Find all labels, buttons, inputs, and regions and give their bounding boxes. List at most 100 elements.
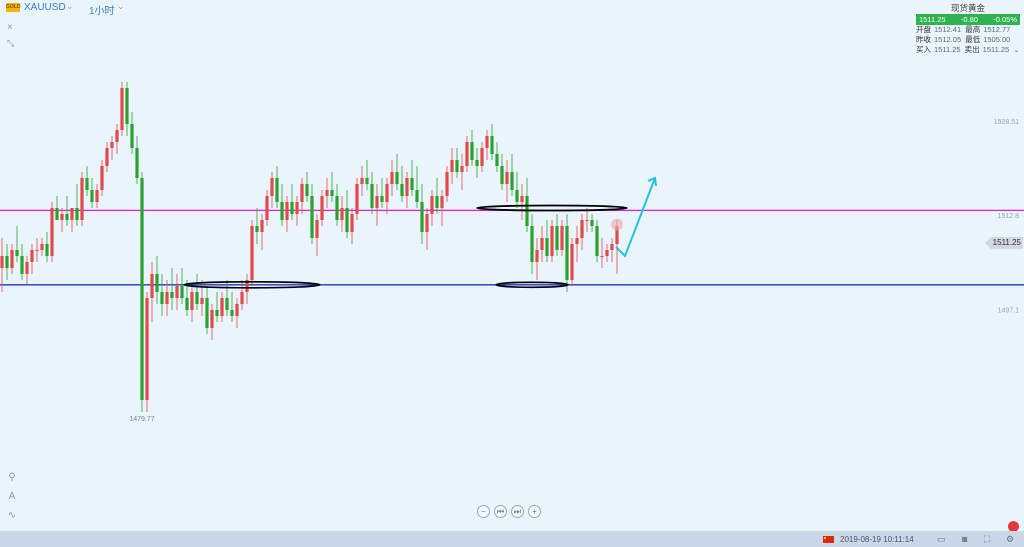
quote-row: 昨收 1512.05 最低 1505.00	[916, 35, 1020, 45]
text-tool-icon[interactable]: A	[8, 491, 16, 502]
candle	[60, 214, 64, 220]
candle	[125, 88, 129, 124]
candle	[40, 244, 44, 250]
quote-key: 最高	[965, 25, 981, 34]
candle	[605, 250, 609, 256]
candle	[420, 202, 424, 232]
quote-change-pct: -0.05%	[993, 15, 1017, 24]
candle	[225, 298, 229, 310]
reset-view-button[interactable]: ⏮	[494, 505, 507, 518]
candle	[145, 298, 149, 400]
candle	[455, 160, 459, 172]
candle	[340, 208, 344, 220]
notification-badge[interactable]	[1008, 521, 1019, 532]
arrow-head	[647, 176, 657, 187]
candle	[380, 196, 384, 202]
candle	[160, 292, 164, 304]
candle	[200, 298, 204, 304]
chevron-down-icon[interactable]: ⌄	[66, 1, 74, 11]
candle	[115, 130, 119, 142]
candle	[75, 208, 79, 220]
candle	[205, 298, 209, 328]
candle	[385, 184, 389, 202]
candle	[320, 196, 324, 220]
candle	[350, 214, 354, 232]
candle	[600, 256, 604, 257]
quote-value: 1511.25	[934, 45, 961, 54]
camera-icon[interactable]: ◙	[962, 534, 968, 544]
candle	[255, 226, 259, 232]
resistance-oval	[476, 204, 628, 212]
candle	[250, 226, 254, 280]
candle	[275, 178, 279, 202]
candle	[450, 160, 454, 172]
quote-key: 买入	[916, 45, 931, 54]
candle	[300, 184, 304, 202]
quote-panel: 现货黄金 1511.25 -0.80 -0.05% 开盘 1512.41 最高 15…	[916, 2, 1020, 55]
candle	[360, 178, 364, 184]
candle	[265, 196, 269, 220]
candle	[185, 298, 189, 310]
shrink-icon[interactable]: ⤡	[7, 38, 15, 48]
candle	[465, 142, 469, 166]
candle	[335, 196, 339, 220]
candle	[515, 190, 519, 202]
candle	[100, 166, 104, 190]
candle	[110, 142, 114, 148]
y-tick-label: 1512.8	[998, 213, 1020, 220]
candle	[20, 256, 24, 274]
datetime: 2019-08-19 10:11:14	[840, 535, 914, 544]
candle	[190, 292, 194, 310]
candle	[260, 220, 264, 232]
candle	[285, 202, 289, 220]
indicator-icon[interactable]: ⚲	[8, 472, 16, 483]
low-label: 1479.77	[129, 416, 154, 423]
candle	[280, 202, 284, 220]
close-icon[interactable]: ×	[7, 22, 13, 33]
candle	[0, 256, 4, 268]
candle	[500, 166, 504, 184]
top-bar: GOLD XAUUSD ⌄ 1小时 ⌄	[0, 0, 1024, 17]
candle	[545, 238, 549, 256]
chevron-down-icon[interactable]: ⌄	[1013, 45, 1020, 54]
candle	[550, 226, 554, 256]
candle	[405, 178, 409, 196]
candle	[410, 178, 414, 190]
status-bar	[0, 531, 1024, 547]
zoom-out-button[interactable]: −	[477, 505, 490, 518]
symbol-selector[interactable]: XAUUSD	[24, 2, 66, 13]
chevron-down-icon[interactable]: ⌄	[117, 1, 125, 11]
candle	[15, 250, 19, 256]
candle	[460, 166, 464, 172]
candle	[435, 196, 439, 208]
candle	[45, 244, 49, 256]
current-price-pulse	[611, 218, 623, 231]
candle	[310, 196, 314, 238]
china-flag-icon	[823, 536, 834, 543]
quote-key: 开盘	[916, 25, 931, 34]
candle	[180, 286, 184, 298]
candle	[365, 178, 369, 184]
candle	[135, 148, 139, 178]
gear-icon[interactable]: ⚙	[1006, 534, 1015, 544]
timeframe-selector[interactable]: 1小时	[89, 6, 115, 17]
candle	[475, 160, 479, 166]
wave-tool-icon[interactable]: ∿	[7, 510, 17, 521]
candle	[105, 148, 109, 166]
zoom-in-button[interactable]: +	[528, 505, 541, 518]
candle	[210, 310, 214, 328]
candle	[230, 310, 234, 316]
fullscreen-icon[interactable]: ⛶	[984, 534, 991, 544]
candle	[490, 136, 494, 154]
candle	[195, 292, 199, 304]
chart-type-icon[interactable]: ▭	[937, 534, 946, 544]
candle	[445, 172, 449, 196]
candle	[560, 226, 564, 250]
candle	[220, 298, 224, 316]
scroll-button[interactable]: ⏭	[511, 505, 524, 518]
candle	[370, 184, 374, 208]
candle	[235, 304, 239, 316]
candle	[10, 250, 14, 268]
candle	[295, 202, 299, 214]
